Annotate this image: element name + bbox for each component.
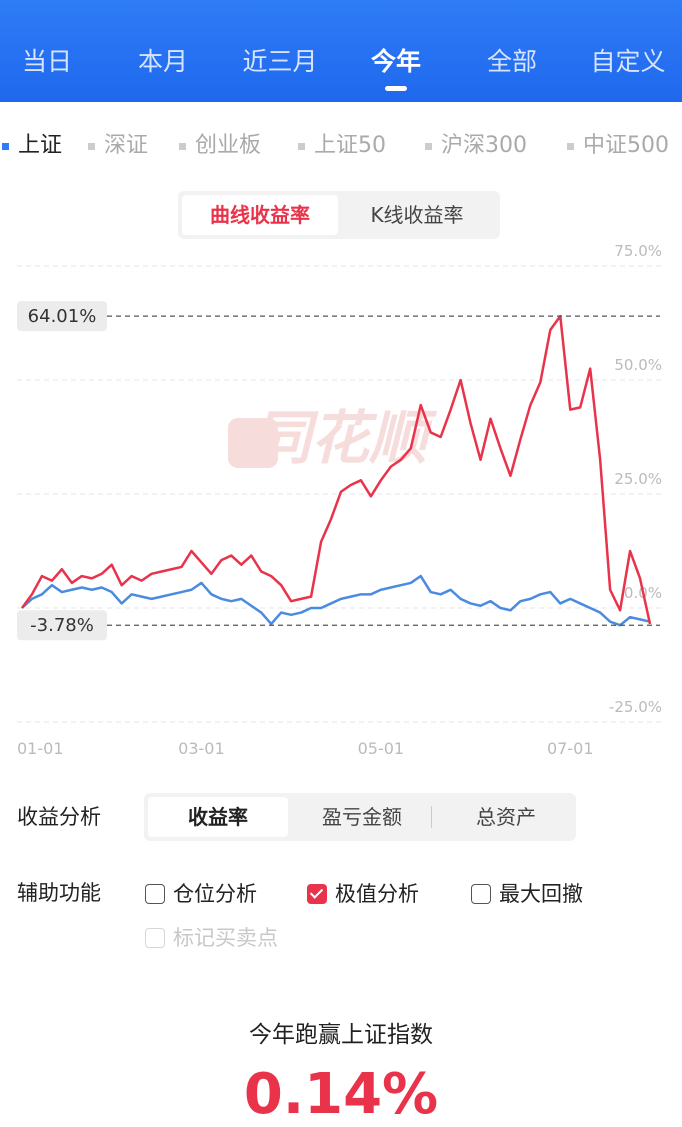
y-tick-label: 50.0%: [614, 356, 662, 374]
period-tab[interactable]: 全部: [486, 47, 538, 76]
checkbox-label: 最大回撤: [499, 882, 583, 906]
checkbox: [471, 884, 491, 904]
chart-mode[interactable]: K线收益率: [370, 203, 464, 227]
period-tab[interactable]: 近三月: [242, 47, 318, 76]
series-line: [21, 574, 651, 627]
chart-mode-toggle: 曲线收益率 K线收益率: [178, 191, 500, 239]
analysis-toggle: 收益率 盈亏金额 总资产: [144, 793, 576, 841]
period-tab[interactable]: 本月: [137, 47, 189, 76]
result-value: 0.14%: [243, 1062, 439, 1127]
watermark-logo: [228, 418, 278, 468]
aux-checkbox[interactable]: 极值分析: [307, 878, 419, 908]
period-tab[interactable]: 自定义: [590, 47, 666, 76]
x-tick-label: 07-01: [547, 739, 594, 758]
extreme-label: 64.01%: [28, 306, 97, 327]
period-tab[interactable]: 今年: [370, 47, 422, 76]
aux-checkbox[interactable]: 仓位分析: [145, 878, 257, 908]
extreme-label-bg: [17, 301, 107, 332]
period-tabs: 当日 本月 近三月 今年 全部 自定义: [0, 0, 682, 102]
chart-mode[interactable]: 曲线收益率: [182, 195, 338, 235]
result-title: 今年跑赢上证指数: [249, 1022, 433, 1048]
period-tab[interactable]: 当日: [21, 47, 73, 76]
index-filter[interactable]: 沪深300: [425, 127, 527, 159]
analysis-option[interactable]: 总资产: [476, 805, 536, 829]
watermark: 同花顺: [253, 404, 438, 472]
aux-checkbox[interactable]: 最大回撤: [471, 878, 583, 908]
x-tick-label: 01-01: [17, 739, 64, 758]
analysis-option[interactable]: 收益率: [148, 797, 288, 837]
y-tick-label: 25.0%: [614, 470, 662, 488]
index-filter[interactable]: 上证50: [298, 127, 386, 159]
checkbox-label: 极值分析: [335, 882, 419, 906]
separator: [431, 806, 432, 828]
analysis-label: 收益分析: [17, 805, 101, 829]
x-tick-label: 05-01: [358, 739, 405, 758]
checkbox-label: 仓位分析: [173, 882, 257, 906]
checkbox: [307, 884, 327, 904]
chart: 同花顺-25.0%0.0%25.0%50.0%75.0%01-01 03-01 05…: [17, 242, 662, 758]
y-tick-label: -25.0%: [609, 698, 662, 716]
analysis-option[interactable]: 盈亏金额: [322, 805, 402, 829]
index-filter[interactable]: 上证: [2, 127, 62, 159]
aux-label: 辅助功能: [17, 881, 101, 905]
checkbox: [145, 884, 165, 904]
index-filter[interactable]: 深证: [88, 127, 148, 159]
x-tick-label: 03-01: [178, 739, 225, 758]
extreme-label: -3.78%: [30, 615, 94, 636]
y-tick-label: 75.0%: [614, 242, 662, 260]
tab-indicator: [385, 86, 407, 91]
checkbox-label: 标记买卖点: [173, 926, 278, 950]
checkbox: [145, 928, 165, 948]
index-filter[interactable]: 中证500: [567, 127, 669, 159]
aux-checkbox: 标记买卖点: [145, 922, 278, 952]
index-filter[interactable]: 创业板: [179, 127, 261, 159]
extreme-label-bg: [17, 610, 107, 641]
series-line: [20, 314, 652, 625]
